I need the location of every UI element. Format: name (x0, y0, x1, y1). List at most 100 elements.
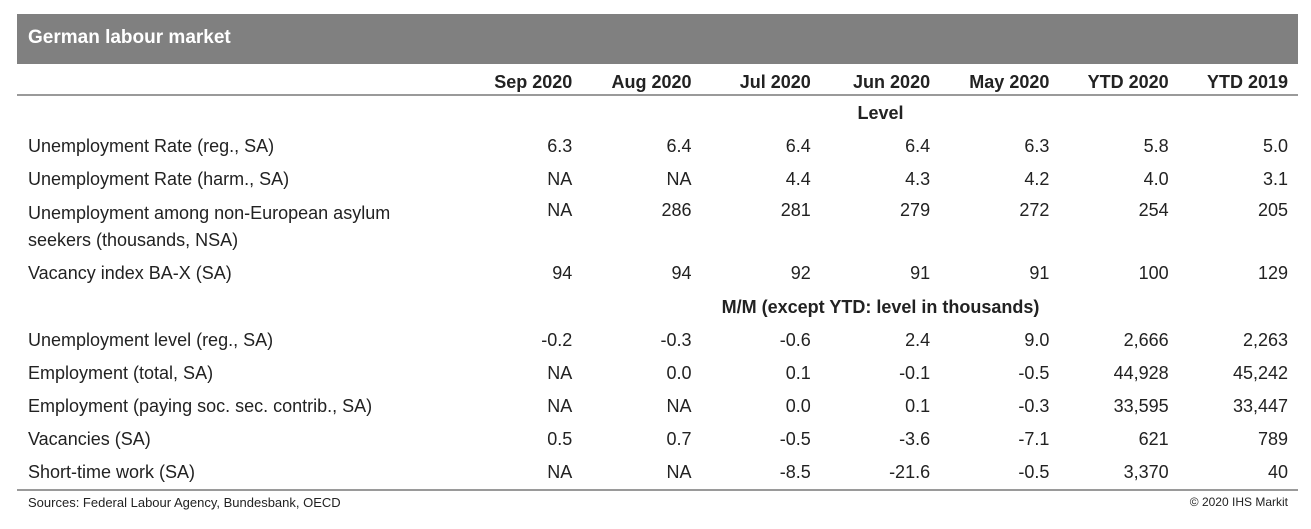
table-row: Unemployment among non-European asylum se… (17, 196, 1298, 257)
value-cell: 6.4 (785, 136, 811, 156)
table-row: Vacancies (SA) 0.5 0.7 -0.5 -3.6 -7.1 62… (17, 423, 1298, 456)
value-cell: 0.7 (666, 429, 692, 449)
section-label-cell (17, 290, 463, 324)
value-cell: 6.3 (1024, 136, 1050, 156)
value-cell: 5.8 (1143, 136, 1169, 156)
value-cell: 272 (1019, 200, 1050, 220)
value-cell: 286 (661, 200, 692, 220)
value-cell: 33,595 (1113, 396, 1169, 416)
value-cell: NA (666, 396, 692, 416)
row-label: Unemployment Rate (harm., SA) (28, 169, 290, 189)
value-cell: NA (547, 363, 573, 383)
row-label-line: seekers (thousands, NSA) (28, 229, 239, 250)
value-cell: -3.6 (899, 429, 931, 449)
value-cell: NA (547, 396, 573, 416)
value-cell: 45,242 (1232, 363, 1288, 383)
row-label: Unemployment Rate (reg., SA) (28, 136, 275, 156)
section-row: M/M (except YTD: level in thousands) (17, 290, 1298, 324)
value-cell: -7.1 (1018, 429, 1050, 449)
value-cell: 3.1 (1262, 169, 1288, 189)
value-cell: 9.0 (1024, 330, 1050, 350)
column-header: Jun 2020 (820, 64, 941, 96)
value-cell: -21.6 (820, 456, 941, 491)
value-cell: 33,447 (1232, 396, 1288, 416)
value-cell: 40 (1178, 456, 1298, 491)
table-row: Unemployment Rate (harm., SA) NA NA 4.4 … (17, 163, 1298, 196)
value-cell: 6.3 (547, 136, 573, 156)
table-row: Employment (paying soc. sec. contrib., S… (17, 390, 1298, 423)
value-cell: 789 (1257, 429, 1288, 449)
value-cell: -8.5 (701, 456, 821, 491)
value-cell: -0.2 (541, 330, 573, 350)
row-label: Vacancies (SA) (28, 429, 151, 449)
value-cell: 4.3 (905, 169, 931, 189)
column-header: Aug 2020 (582, 64, 702, 96)
row-label: Unemployment level (reg., SA) (28, 330, 274, 350)
value-cell: 91 (910, 263, 931, 283)
value-cell: NA (666, 169, 692, 189)
value-cell: 44,928 (1113, 363, 1169, 383)
table-row: Short-time work (SA) NA NA -8.5 -21.6 -0… (17, 456, 1298, 491)
value-cell: NA (582, 456, 702, 491)
value-cell: 92 (790, 263, 811, 283)
value-cell: 2,263 (1242, 330, 1288, 350)
section-row: Level (17, 95, 1298, 130)
value-cell: 4.0 (1143, 169, 1169, 189)
value-cell: 5.0 (1262, 136, 1288, 156)
value-cell: 205 (1257, 200, 1288, 220)
value-cell: 279 (900, 200, 931, 220)
table-row: Vacancy index BA-X (SA) 94 94 92 91 91 1… (17, 257, 1298, 290)
column-header: May 2020 (940, 64, 1060, 96)
value-cell: 621 (1138, 429, 1169, 449)
row-label: Short-time work (SA) (17, 456, 464, 491)
value-cell: 0.5 (547, 429, 573, 449)
row-label-line: Unemployment among non-European asylum (28, 202, 391, 223)
value-cell: 3,370 (1059, 456, 1179, 491)
value-cell: -0.1 (899, 363, 931, 383)
value-cell: 91 (1029, 263, 1050, 283)
value-cell: 0.0 (666, 363, 692, 383)
value-cell: 94 (671, 263, 692, 283)
sources-note: Sources: Federal Labour Agency, Bundesba… (28, 495, 341, 510)
value-cell: -0.3 (1018, 396, 1050, 416)
row-label: Unemployment among non-European asylum se… (17, 196, 463, 257)
value-cell: 281 (780, 200, 811, 220)
value-cell: 100 (1138, 263, 1169, 283)
value-cell: 6.4 (905, 136, 931, 156)
section-label-cell (17, 95, 463, 130)
labour-market-table: Sep 2020 Aug 2020 Jul 2020 Jun 2020 May … (17, 64, 1298, 491)
column-header: YTD 2019 (1178, 64, 1298, 96)
value-cell: -0.6 (779, 330, 811, 350)
table-title-bar: German labour market (17, 14, 1298, 64)
value-cell: 4.2 (1024, 169, 1050, 189)
value-cell: 6.4 (666, 136, 692, 156)
value-cell: -0.5 (940, 456, 1060, 491)
header-label-cell (17, 64, 464, 96)
section-heading: M/M (except YTD: level in thousands) (721, 296, 1040, 317)
value-cell: 0.1 (785, 363, 811, 383)
value-cell: NA (463, 456, 583, 491)
value-cell: 254 (1138, 200, 1169, 220)
value-cell: 0.0 (785, 396, 811, 416)
value-cell: 94 (552, 263, 573, 283)
value-cell: NA (547, 169, 573, 189)
table-row: Unemployment level (reg., SA) -0.2 -0.3 … (17, 324, 1298, 357)
section-heading: Level (857, 102, 904, 123)
table-row: Employment (total, SA) NA 0.0 0.1 -0.1 -… (17, 357, 1298, 390)
value-cell: 129 (1257, 263, 1288, 283)
value-cell: 0.1 (905, 396, 931, 416)
value-cell: NA (547, 200, 573, 220)
header-row: Sep 2020 Aug 2020 Jul 2020 Jun 2020 May … (17, 64, 1298, 96)
row-label: Employment (paying soc. sec. contrib., S… (28, 396, 373, 416)
row-label: Vacancy index BA-X (SA) (28, 263, 232, 283)
value-cell: 4.4 (785, 169, 811, 189)
row-label: Employment (total, SA) (28, 363, 214, 383)
column-header: Jul 2020 (701, 64, 821, 96)
value-cell: 2,666 (1123, 330, 1169, 350)
value-cell: -0.5 (779, 429, 811, 449)
table-title: German labour market (28, 27, 231, 48)
value-cell: 2.4 (905, 330, 931, 350)
value-cell: -0.5 (1018, 363, 1050, 383)
table-row: Unemployment Rate (reg., SA) 6.3 6.4 6.4… (17, 130, 1298, 163)
column-header: Sep 2020 (463, 64, 583, 96)
